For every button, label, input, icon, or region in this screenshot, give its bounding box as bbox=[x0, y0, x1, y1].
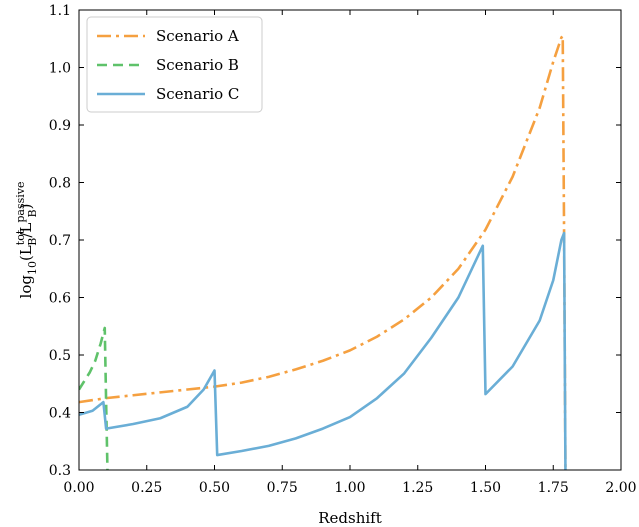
y-axis-label-part: 10 bbox=[26, 261, 39, 275]
y-tick-label: 0.8 bbox=[49, 176, 71, 192]
y-tick-label: 0.5 bbox=[49, 348, 71, 364]
y-tick-label: 1.1 bbox=[49, 3, 71, 19]
x-tick-label: 0.25 bbox=[131, 480, 162, 496]
x-tick-label: 1.25 bbox=[402, 480, 433, 496]
legend-label-2: Scenario B bbox=[156, 56, 239, 74]
y-tick-label: 0.6 bbox=[49, 291, 71, 307]
x-tick-label: 1.50 bbox=[470, 480, 501, 496]
x-tick-label: 0.50 bbox=[199, 480, 230, 496]
y-axis-label-part: B bbox=[26, 209, 39, 217]
y-tick-label: 0.4 bbox=[49, 406, 71, 422]
legend-label-3: Scenario C bbox=[156, 85, 239, 103]
y-axis-label-part: B bbox=[26, 238, 39, 246]
y-tick-label: 0.7 bbox=[49, 233, 71, 249]
x-tick-label: 0.00 bbox=[63, 480, 94, 496]
y-tick-label: 0.3 bbox=[49, 463, 71, 479]
y-tick-label: 0.9 bbox=[49, 118, 71, 134]
y-tick-label: 1.0 bbox=[49, 61, 71, 77]
legend-label-1: Scenario A bbox=[156, 27, 239, 45]
y-axis-label-part: /L bbox=[17, 223, 35, 238]
legend: Scenario A Scenario B Scenario C bbox=[87, 17, 262, 112]
y-axis-label-part: ) bbox=[17, 204, 35, 210]
x-tick-label: 1.00 bbox=[334, 480, 365, 496]
x-tick-label: 2.00 bbox=[605, 480, 636, 496]
y-axis-label-part: log bbox=[17, 275, 35, 299]
x-tick-label: 0.75 bbox=[267, 480, 298, 496]
x-tick-label: 1.75 bbox=[538, 480, 569, 496]
y-axis-label-part: (L bbox=[17, 245, 35, 261]
x-axis-label: Redshift bbox=[318, 509, 382, 527]
